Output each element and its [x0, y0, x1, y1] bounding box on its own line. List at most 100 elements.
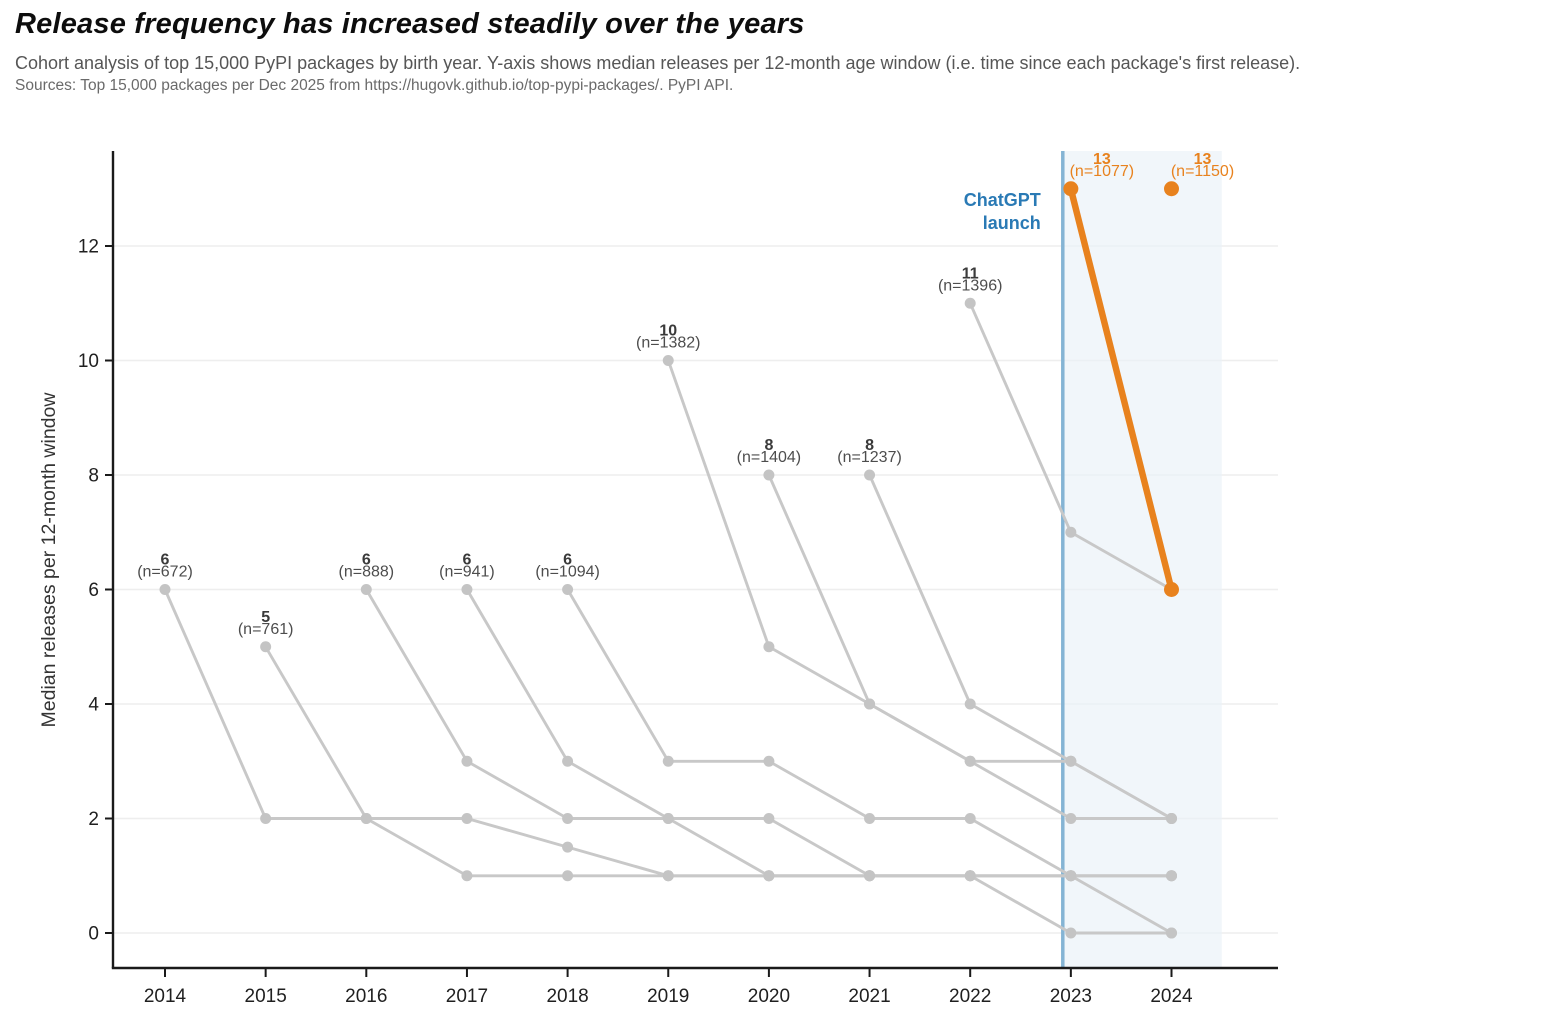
data-point-2014 [461, 870, 473, 882]
data-point-2021 [1065, 755, 1077, 767]
data-point-2018 [964, 813, 976, 824]
data-point-2018 [1166, 870, 1177, 882]
y-axis-title: Median releases per 12-month window [38, 392, 60, 728]
cohort-2016: 6(n=888) [339, 552, 1177, 882]
data-point-2018 [763, 755, 775, 767]
cohort-n-label-2023: (n=1077) [1070, 163, 1135, 180]
cohort-start-point-2023 [1063, 181, 1079, 197]
data-point-2015 [562, 841, 574, 853]
data-point-2016 [562, 813, 574, 824]
page-title: Release frequency has increased steadily… [15, 8, 805, 40]
data-point-2015 [461, 813, 473, 824]
data-point-2020 [864, 698, 876, 710]
data-point-2015 [1166, 927, 1177, 939]
chart-subtitle: Cohort analysis of top 15,000 PyPI packa… [15, 53, 1301, 73]
cohort-2022: 11(n=1396) [938, 265, 1177, 595]
cohort-n-label-2015: (n=761) [238, 621, 294, 638]
chart-header: Release frequency has increased steadily… [15, 8, 1535, 95]
peak-value-label-2017: 6 [462, 552, 471, 569]
data-point-2023 [1164, 582, 1179, 597]
cohort-2015: 5(n=761) [238, 609, 1177, 939]
x-tick-label: 2018 [546, 986, 588, 1007]
cohort-n-label-2017: (n=941) [439, 564, 495, 581]
axes: 0 2 4 6 8 10 12 2014 2015 2016 2017 2018 2019 2020 202… [38, 151, 1278, 1007]
chatgpt-launch-label: ChatGPT launch [964, 190, 1041, 233]
x-tick-label: 2021 [848, 986, 890, 1007]
cohort-n-label-2024: (n=1150) [1171, 163, 1234, 180]
peak-value-label-2021: 8 [865, 437, 874, 454]
data-point-2014 [562, 870, 574, 882]
data-point-2014 [1065, 927, 1077, 939]
cohort-line-2017 [465, 588, 1173, 878]
data-point-2021 [1166, 813, 1177, 824]
data-point-2021 [964, 698, 976, 710]
x-tick-label: 2017 [446, 986, 488, 1007]
y-tick-label: 2 [88, 809, 99, 830]
cohort-2018: 6(n=1094) [535, 552, 1177, 882]
chatgpt-label-line2: launch [983, 213, 1041, 233]
peak-value-label-2016: 6 [362, 552, 371, 569]
data-point-2015 [360, 813, 372, 824]
data-point-2022 [1065, 526, 1077, 538]
cohort-2021: 8(n=1237) [837, 437, 1177, 824]
y-tick-label: 12 [78, 237, 99, 258]
cohort-line-2015 [264, 645, 1173, 935]
cohort-n-label-2018: (n=1094) [535, 564, 600, 581]
data-point-2018 [1065, 870, 1077, 882]
y-tick-label: 6 [88, 580, 99, 601]
x-tick-label: 2015 [245, 986, 287, 1007]
chatgpt-era-band [1062, 151, 1222, 968]
y-tick-label: 4 [88, 695, 99, 716]
cohort-start-point-2021 [864, 469, 876, 481]
cohort-n-label-2019: (n=1382) [636, 335, 701, 352]
peak-value-label-2014: 6 [161, 552, 170, 569]
cohort-line-2021 [868, 473, 1173, 820]
x-tick-label: 2022 [949, 986, 991, 1007]
data-point-2014 [260, 813, 272, 824]
data-point-2020 [1065, 813, 1077, 824]
peak-value-label-2018: 6 [563, 552, 572, 569]
cohort-start-point-2019 [662, 355, 674, 366]
cohort-line-2023 [1067, 185, 1175, 593]
cohort-n-label-2020: (n=1404) [737, 449, 802, 466]
data-point-2017 [763, 870, 775, 882]
data-point-2019 [763, 641, 775, 653]
y-tick-label: 0 [88, 924, 99, 945]
data-point-2020 [964, 755, 976, 767]
cohort-start-point-2014 [159, 584, 171, 595]
data-point-2016 [763, 813, 775, 824]
peak-value-label-2024: 13 [1194, 151, 1212, 168]
data-point-2017 [864, 870, 876, 882]
x-tick-label: 2024 [1150, 986, 1193, 1007]
peak-value-label-2022: 11 [962, 265, 979, 282]
cohort-start-point-2017 [461, 584, 473, 595]
cohort-2020: 8(n=1404) [737, 437, 1177, 824]
cohort-line-2016 [364, 588, 1173, 878]
cohort-n-label-2021: (n=1237) [837, 449, 902, 466]
peak-value-label-2020: 8 [764, 437, 773, 454]
peak-value-label-2023: 13 [1093, 151, 1111, 168]
cohort-2023: 13(n=1077) [1063, 151, 1179, 597]
chatgpt-label-line1: ChatGPT [964, 190, 1041, 210]
cohort-start-point-2015 [260, 641, 272, 653]
x-tick-label: 2019 [647, 986, 689, 1007]
peak-value-label-2019: 10 [659, 323, 677, 340]
data-point-2018 [864, 813, 876, 824]
y-tick-label: 10 [78, 351, 99, 372]
data-point-2015 [662, 870, 674, 882]
chart-source-note: Sources: Top 15,000 packages per Dec 202… [15, 77, 734, 94]
cohort-start-point-2016 [360, 584, 372, 595]
data-point-2017 [562, 755, 574, 767]
data-point-2018 [662, 755, 674, 767]
cohort-start-point-2020 [763, 469, 775, 481]
cohort-n-label-2016: (n=888) [339, 564, 395, 581]
cohort-2024: 13(n=1150) [1164, 151, 1234, 197]
x-tick-label: 2014 [144, 986, 187, 1007]
cohort-n-label-2014: (n=672) [137, 564, 193, 581]
cohort-n-label-2022: (n=1396) [938, 277, 1003, 294]
cohort-start-point-2024 [1164, 181, 1179, 197]
cohort-start-point-2022 [964, 297, 976, 309]
x-tick-label: 2020 [748, 986, 790, 1007]
